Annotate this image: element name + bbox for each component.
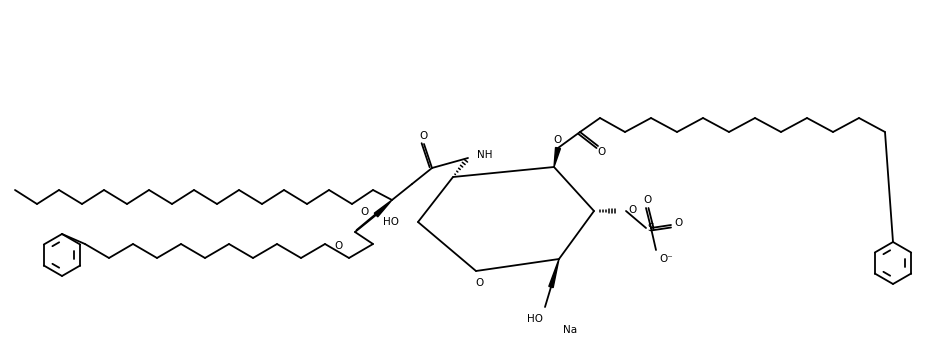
Text: Na: Na bbox=[563, 325, 578, 335]
Polygon shape bbox=[549, 259, 559, 288]
Text: O: O bbox=[644, 195, 652, 205]
Text: O: O bbox=[335, 241, 343, 251]
Text: HO: HO bbox=[527, 314, 543, 324]
Text: O: O bbox=[628, 205, 636, 215]
Text: O⁻: O⁻ bbox=[659, 254, 673, 264]
Text: HO: HO bbox=[383, 217, 399, 227]
Text: NH: NH bbox=[477, 150, 492, 160]
Text: O: O bbox=[598, 147, 606, 157]
Text: O: O bbox=[361, 207, 369, 217]
Text: O: O bbox=[675, 218, 683, 228]
Text: S: S bbox=[648, 223, 654, 233]
Polygon shape bbox=[554, 147, 561, 167]
Text: O: O bbox=[553, 135, 562, 145]
Polygon shape bbox=[375, 200, 392, 217]
Text: O: O bbox=[475, 278, 483, 288]
Text: O: O bbox=[420, 131, 428, 141]
